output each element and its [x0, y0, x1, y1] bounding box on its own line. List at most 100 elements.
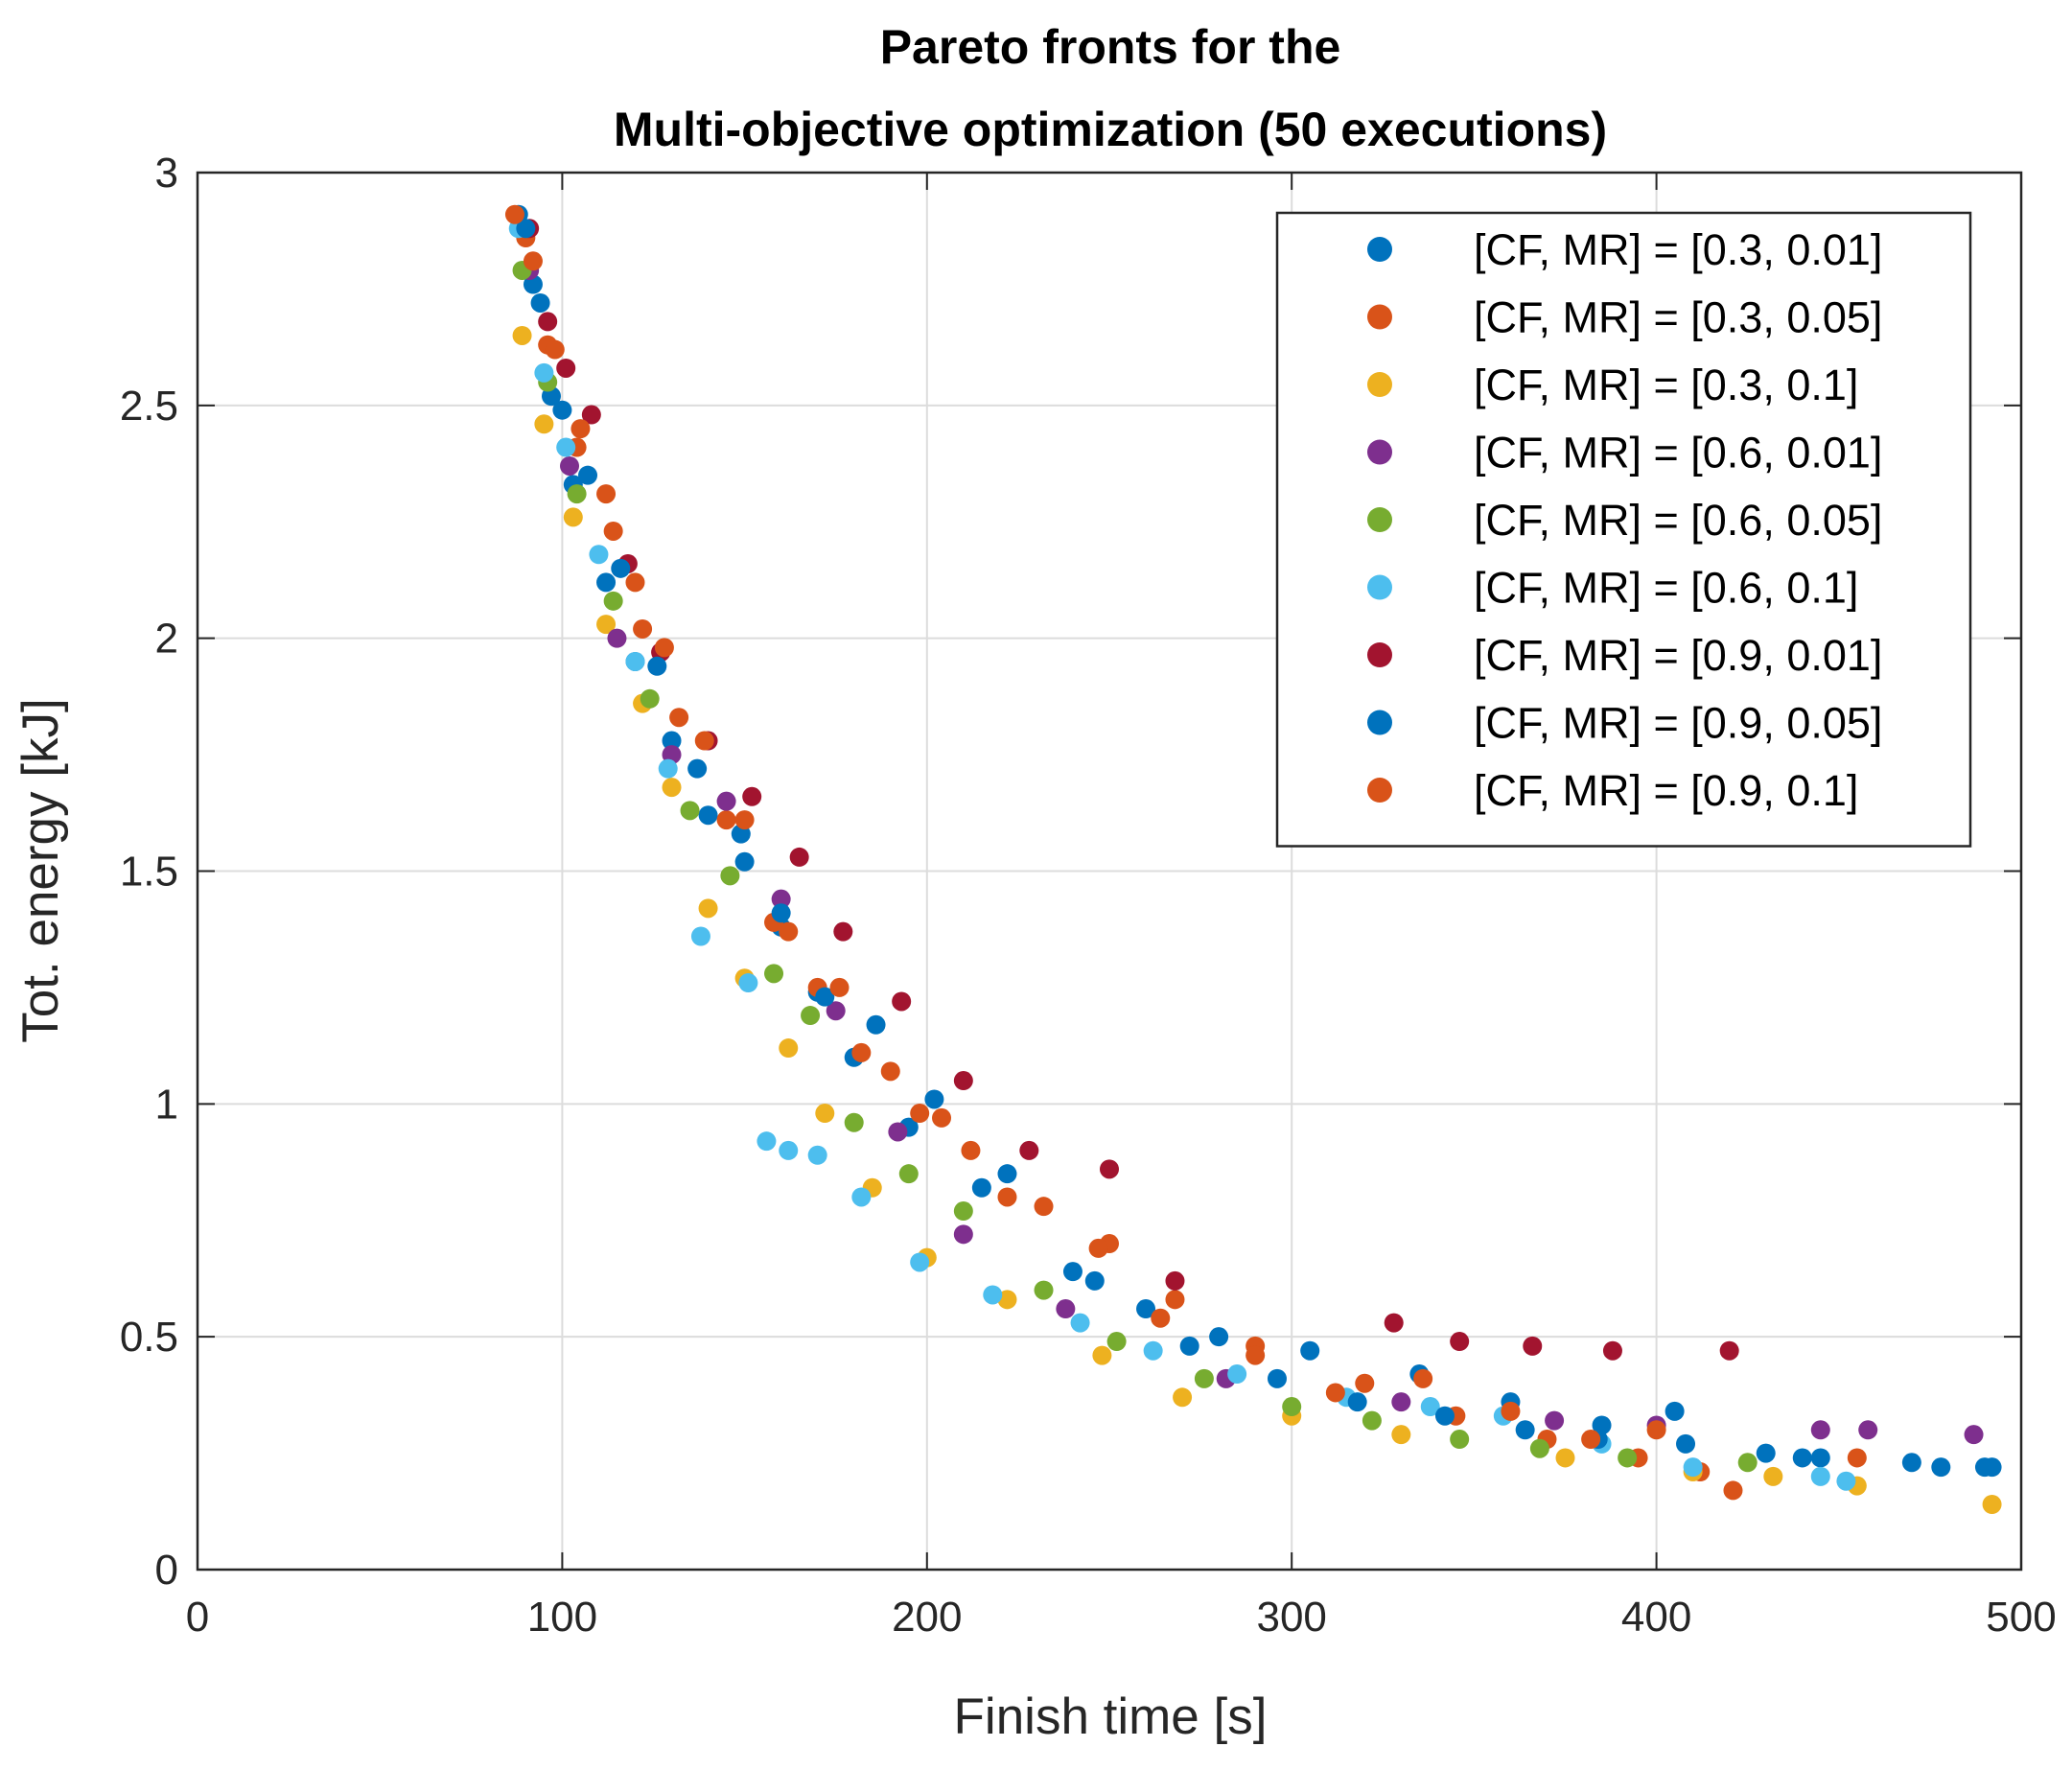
data-point: [789, 847, 809, 867]
data-point: [596, 615, 617, 635]
x-tick-label: 200: [892, 1594, 962, 1641]
data-point: [932, 1107, 952, 1128]
legend-entry-label: [CF, MR] = [0.6, 0.05]: [1474, 496, 1882, 545]
data-point: [633, 618, 653, 639]
data-point: [844, 1112, 864, 1132]
data-point: [1501, 1401, 1521, 1421]
legend-entry-label: [CF, MR] = [0.3, 0.1]: [1474, 361, 1858, 409]
data-point: [1136, 1299, 1156, 1319]
legend-entry-label: [CF, MR] = [0.9, 0.05]: [1474, 699, 1882, 748]
data-point: [662, 778, 682, 798]
legend-marker: [1367, 372, 1392, 397]
data-point: [1100, 1159, 1119, 1179]
y-tick-label: 2: [155, 616, 178, 663]
data-point: [1019, 1140, 1039, 1160]
legend-entry-label: [CF, MR] = [0.9, 0.1]: [1474, 766, 1858, 815]
data-point: [512, 325, 532, 345]
data-point: [680, 801, 700, 821]
legend-marker: [1367, 710, 1392, 735]
legend-entry-label: [CF, MR] = [0.3, 0.05]: [1474, 293, 1882, 342]
legend-marker: [1367, 237, 1392, 262]
data-point: [1450, 1430, 1470, 1450]
data-point: [734, 851, 755, 872]
data-point: [764, 964, 784, 984]
data-point: [538, 312, 558, 332]
data-point: [1434, 1406, 1455, 1426]
data-point: [833, 921, 853, 942]
data-point: [953, 1224, 973, 1245]
series-4: [520, 260, 1984, 1445]
data-point: [698, 898, 718, 919]
data-point: [1555, 1448, 1575, 1468]
data-point: [971, 1177, 991, 1198]
data-point: [771, 903, 791, 923]
data-point: [1719, 1340, 1739, 1361]
legend-marker: [1367, 304, 1392, 330]
chart-title-line-1: Pareto fronts for the: [880, 20, 1341, 74]
data-point: [997, 1187, 1017, 1207]
data-point: [892, 991, 912, 1012]
y-tick-label: 1.5: [120, 849, 178, 896]
legend-entry-label: [CF, MR] = [0.9, 0.01]: [1474, 631, 1882, 680]
legend-box: [1275, 211, 1972, 848]
data-point: [1325, 1383, 1345, 1403]
data-point: [578, 465, 598, 485]
y-tick-label: 0: [155, 1547, 178, 1594]
data-point: [1545, 1410, 1565, 1431]
x-tick-label: 0: [186, 1594, 209, 1641]
data-point: [734, 810, 755, 830]
data-point: [898, 1164, 919, 1184]
data-point: [779, 1140, 799, 1160]
data-point: [742, 786, 762, 806]
data-point: [694, 731, 714, 751]
x-axis-label: Finish time [s]: [954, 1688, 1268, 1745]
data-point: [1420, 1397, 1440, 1417]
data-point: [1737, 1453, 1758, 1473]
data-point: [1982, 1457, 2002, 1478]
y-tick-label: 1: [155, 1081, 178, 1128]
data-point: [807, 1145, 827, 1165]
x-tick-label: 500: [1986, 1594, 2056, 1641]
data-point: [1763, 1466, 1783, 1486]
data-point: [953, 1201, 973, 1222]
data-point: [662, 731, 682, 751]
data-point: [1581, 1430, 1601, 1450]
data-point: [1084, 1270, 1105, 1291]
data-point: [829, 977, 850, 997]
data-point: [698, 805, 718, 826]
data-point: [826, 1001, 846, 1021]
data-point: [1413, 1368, 1433, 1388]
x-tick-label: 400: [1621, 1594, 1691, 1641]
data-point: [516, 219, 536, 239]
data-point: [1847, 1448, 1867, 1468]
data-point: [1282, 1397, 1302, 1417]
data-point: [556, 437, 576, 457]
data-point: [716, 791, 736, 811]
data-point: [888, 1122, 908, 1142]
data-point: [1665, 1401, 1685, 1421]
data-point: [596, 572, 617, 593]
chart-title-line-2: Multi-objective optimization (50 executi…: [614, 103, 1607, 156]
data-point: [596, 484, 617, 504]
data-point: [625, 651, 645, 671]
y-tick-label: 0.5: [120, 1314, 178, 1361]
legend: [CF, MR] = [0.3, 0.01] [CF, MR] = [0.3, 0…: [1275, 211, 1972, 848]
data-point: [669, 708, 689, 728]
series-9: [504, 204, 1743, 1501]
data-point: [603, 521, 623, 541]
data-point: [720, 866, 740, 886]
data-point: [1756, 1443, 1776, 1463]
data-point: [1179, 1336, 1199, 1356]
legend-entry-label: [CF, MR] = [0.6, 0.1]: [1474, 564, 1858, 613]
data-point: [1070, 1313, 1090, 1333]
data-point: [1529, 1438, 1549, 1458]
legend-entry-label: [CF, MR] = [0.3, 0.01]: [1474, 225, 1882, 274]
data-point: [738, 973, 758, 993]
x-tick-label: 100: [527, 1594, 597, 1641]
data-point: [1347, 1392, 1367, 1412]
data-point: [1515, 1420, 1535, 1440]
legend-marker: [1367, 574, 1392, 600]
data-point: [1106, 1332, 1127, 1352]
data-point: [1523, 1336, 1543, 1356]
data-point: [552, 400, 572, 420]
